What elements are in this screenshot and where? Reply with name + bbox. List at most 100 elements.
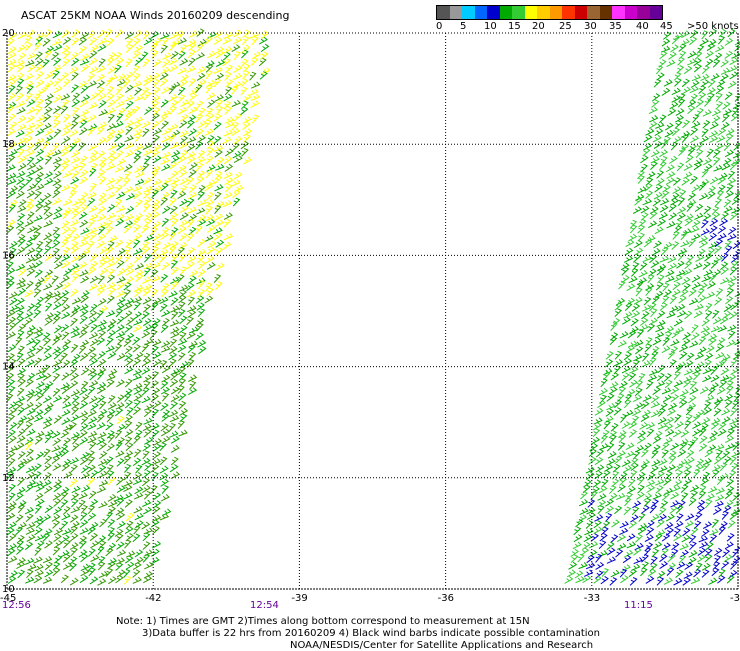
wind-barb — [27, 212, 34, 220]
wind-barb — [671, 394, 678, 402]
wind-barb — [117, 248, 125, 255]
wind-barb — [626, 493, 633, 501]
wind-barb — [735, 338, 740, 344]
wind-barb — [153, 401, 161, 408]
wind-barb — [26, 177, 33, 185]
wind-barb — [27, 472, 35, 479]
wind-barb — [260, 52, 267, 60]
wind-barb — [715, 239, 722, 247]
wind-barb — [692, 282, 700, 289]
wind-barb — [99, 109, 107, 115]
wind-barb — [142, 388, 149, 396]
wind-barb — [677, 311, 685, 318]
wind-barb — [35, 570, 43, 576]
wind-barb — [641, 449, 648, 457]
wind-barb — [124, 472, 130, 480]
wind-barb — [80, 193, 87, 201]
wind-barb — [135, 422, 141, 430]
wind-barb — [26, 379, 33, 387]
wind-barb — [70, 381, 78, 388]
wind-barb — [702, 563, 710, 570]
wind-barb — [143, 59, 149, 67]
wind-barb — [630, 515, 638, 522]
wind-barb — [107, 414, 113, 422]
wind-barb — [53, 303, 61, 310]
wind-barb — [36, 184, 44, 191]
wind-barb — [667, 222, 675, 228]
wind-barb — [207, 226, 215, 233]
wind-barb — [79, 493, 87, 499]
wind-barb — [216, 106, 222, 114]
wind-barb — [91, 324, 98, 332]
wind-barb — [17, 353, 23, 361]
wind-barb — [588, 500, 595, 508]
wind-barb — [733, 241, 740, 249]
wind-barb — [169, 198, 176, 206]
wind-barb — [680, 400, 687, 408]
wind-barb — [721, 60, 728, 67]
wind-barb — [125, 393, 131, 401]
wind-barb — [44, 233, 52, 240]
wind-barb — [601, 576, 608, 584]
wind-barb — [659, 508, 666, 516]
wind-barb — [205, 120, 211, 128]
wind-barb — [90, 183, 96, 191]
wind-barb — [198, 309, 204, 317]
wind-barb — [573, 542, 581, 549]
wind-barb — [53, 333, 61, 340]
wind-barb — [710, 383, 718, 390]
wind-barb — [701, 478, 709, 485]
wind-barb — [133, 345, 140, 353]
wind-barb — [115, 495, 123, 501]
wind-barb — [726, 185, 733, 193]
wind-barb — [106, 311, 114, 317]
wind-barb — [153, 359, 161, 366]
wind-barb — [115, 166, 123, 173]
wind-barb — [601, 479, 607, 487]
wind-barb — [660, 205, 668, 212]
wind-barb — [18, 200, 25, 207]
wind-barb — [613, 465, 620, 473]
wind-barb — [671, 387, 679, 394]
wind-barb — [674, 319, 682, 326]
wind-barb — [584, 535, 592, 542]
wind-barb — [27, 204, 34, 212]
wind-barb — [214, 114, 221, 121]
wind-barb — [125, 311, 132, 319]
wind-barb — [259, 37, 267, 44]
wind-barb — [724, 555, 732, 562]
wind-barb — [27, 226, 35, 233]
wind-barb — [694, 213, 702, 219]
wind-barb — [693, 470, 699, 478]
wind-barb — [61, 255, 69, 262]
wind-barb — [710, 534, 717, 542]
wind-barb — [36, 368, 44, 374]
wind-barb — [664, 438, 672, 445]
wind-barb — [90, 93, 98, 100]
wind-barb — [151, 31, 159, 38]
wind-barb — [107, 38, 114, 46]
wind-barb — [625, 248, 633, 255]
wind-barb — [153, 135, 160, 143]
wind-barb — [718, 226, 726, 233]
wind-barb — [106, 423, 113, 431]
wind-barb — [667, 172, 675, 179]
wind-barb — [653, 199, 660, 206]
wind-barb — [98, 137, 106, 144]
wind-barb — [79, 177, 87, 184]
wind-barb — [44, 206, 50, 214]
wind-barb — [636, 492, 644, 499]
wind-barb — [134, 507, 142, 514]
wind-barb — [81, 368, 88, 375]
wind-barb — [170, 171, 177, 179]
wind-barb — [161, 274, 168, 282]
wind-barb — [698, 548, 706, 555]
wind-barb — [134, 472, 142, 479]
wind-barb — [728, 276, 736, 283]
wind-barb — [640, 318, 647, 325]
wind-barb — [142, 485, 150, 492]
wind-barb — [88, 437, 96, 443]
wind-barb — [135, 263, 143, 269]
wind-barb — [144, 528, 152, 534]
wind-barb — [63, 282, 71, 289]
